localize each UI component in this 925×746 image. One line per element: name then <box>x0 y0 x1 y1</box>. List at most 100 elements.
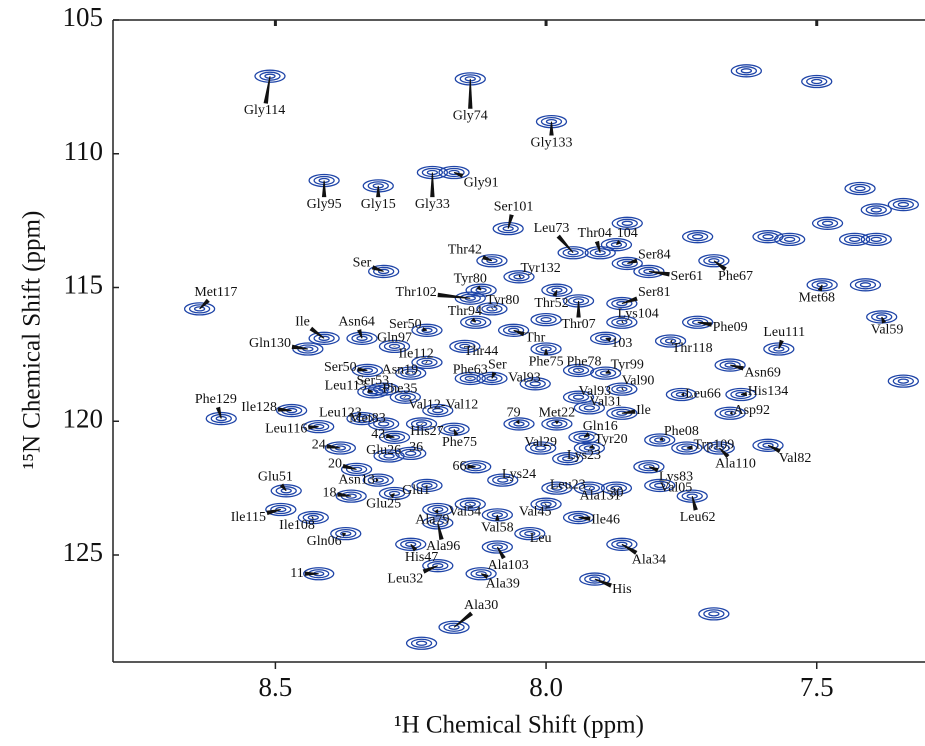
contour <box>670 389 693 400</box>
peak-label: Val05 <box>660 480 693 495</box>
contour <box>752 438 784 452</box>
peak <box>698 254 730 268</box>
peak-label: Ile <box>295 314 310 329</box>
contour <box>757 440 779 450</box>
contour <box>681 230 714 244</box>
contour <box>335 489 367 503</box>
peak <box>725 387 757 402</box>
contour <box>562 510 595 525</box>
peak-label: Asn19 <box>382 363 419 378</box>
peak-label: Ser101 <box>494 199 534 214</box>
peak-label: Ala103 <box>488 558 529 573</box>
peak <box>254 69 286 83</box>
contour <box>708 611 720 617</box>
contour <box>475 571 487 577</box>
contour <box>606 406 638 420</box>
contour <box>193 306 206 312</box>
pointer <box>453 429 459 436</box>
peak-label: Val82 <box>779 451 812 466</box>
pointer <box>467 464 476 469</box>
contour <box>638 462 660 472</box>
y-tick-label: 105 <box>63 2 104 32</box>
peak-label: 20 <box>328 456 342 471</box>
contour <box>849 278 882 292</box>
peak-label: Leu66 <box>685 387 721 402</box>
contour <box>860 203 892 217</box>
contour <box>378 268 390 275</box>
contour <box>356 415 368 422</box>
pointers <box>199 76 887 628</box>
contour <box>411 478 443 493</box>
pointer <box>420 423 424 426</box>
contour <box>633 460 665 474</box>
peak-label: Ile46 <box>591 512 620 527</box>
contour <box>487 473 519 487</box>
pointer <box>589 444 595 449</box>
peak <box>714 406 746 420</box>
pointer <box>342 463 357 470</box>
pointer <box>594 578 612 588</box>
peak-label: His47 <box>405 550 438 565</box>
peak <box>654 334 687 348</box>
peak <box>730 64 763 78</box>
contour <box>572 394 585 400</box>
peak <box>801 74 833 89</box>
contour <box>351 413 373 424</box>
pointer <box>309 326 325 339</box>
contour <box>297 510 329 525</box>
peak <box>454 371 486 386</box>
peak-label: Ala39 <box>486 577 520 592</box>
contour <box>307 514 319 521</box>
contour <box>183 302 216 316</box>
contour <box>611 384 633 394</box>
contour <box>698 607 730 621</box>
contour <box>675 391 688 398</box>
peak <box>422 403 454 418</box>
peak-label: Val59 <box>871 323 904 338</box>
contour <box>649 480 671 491</box>
contour <box>497 223 519 234</box>
peak <box>714 358 746 372</box>
contour <box>579 572 611 586</box>
contour <box>724 410 736 416</box>
contour <box>421 327 433 333</box>
pointer <box>621 319 624 324</box>
contour <box>811 78 823 85</box>
contour <box>405 417 438 431</box>
peak <box>606 296 638 311</box>
contour <box>399 394 411 400</box>
pointer <box>470 317 477 323</box>
contour <box>583 445 596 451</box>
peak <box>476 371 508 386</box>
contour <box>524 379 546 389</box>
peak-label: Val29 <box>524 435 557 450</box>
peak <box>589 366 622 380</box>
contour <box>460 315 492 329</box>
contour <box>713 445 725 451</box>
contour <box>816 218 839 228</box>
pointer <box>670 339 673 344</box>
peak <box>465 283 497 297</box>
contour <box>303 419 335 434</box>
pointer <box>434 509 439 514</box>
contour <box>405 450 417 457</box>
contour <box>557 246 589 260</box>
contour <box>486 258 498 264</box>
contour <box>415 421 428 427</box>
contour <box>676 443 698 453</box>
peak-label: 43 <box>371 427 385 442</box>
peak-label: Ser84 <box>638 248 671 263</box>
contour <box>448 624 460 630</box>
contour <box>416 357 438 368</box>
contour <box>541 417 573 431</box>
peak-label: Thr <box>525 331 546 346</box>
pointer <box>515 419 520 425</box>
contour <box>870 207 882 213</box>
peak-label: Met22 <box>539 405 576 420</box>
contour <box>459 499 481 509</box>
peak-label: Thr102 <box>396 285 437 300</box>
peak <box>525 441 557 455</box>
pointer <box>549 121 554 136</box>
contour <box>854 185 866 192</box>
contour <box>616 300 628 307</box>
